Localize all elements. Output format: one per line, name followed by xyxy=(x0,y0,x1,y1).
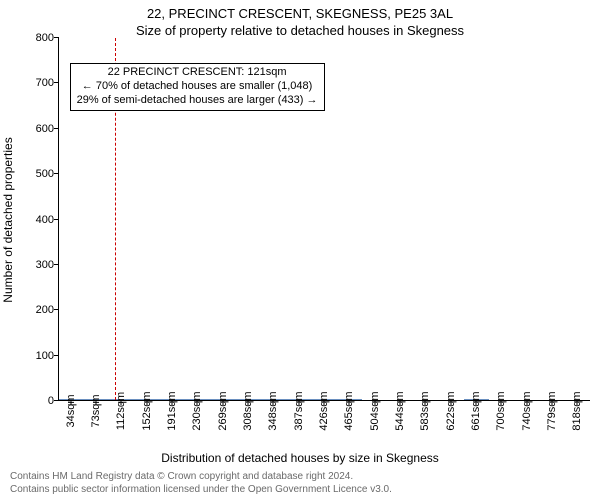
plot-area: 22 PRECINCT CRESCENT: 121sqm← 70% of det… xyxy=(58,38,590,401)
x-tick-label: 112sqm xyxy=(115,392,127,430)
x-tick-label: 426sqm xyxy=(318,391,330,430)
annotation-box: 22 PRECINCT CRESCENT: 121sqm← 70% of det… xyxy=(70,63,325,110)
x-tick-label: 191sqm xyxy=(166,391,178,430)
y-tick-label: 400 xyxy=(36,214,54,226)
x-tick-label: 583sqm xyxy=(419,391,431,430)
footer-line-2: Contains public sector information licen… xyxy=(10,484,590,497)
x-tick-label: 152sqm xyxy=(141,391,153,430)
x-tick-label: 740sqm xyxy=(521,391,533,430)
x-axis-label: Distribution of detached houses by size … xyxy=(10,451,590,465)
x-tick-label: 348sqm xyxy=(267,391,279,430)
x-axis-ticks: 34sqm73sqm112sqm152sqm191sqm230sqm269sqm… xyxy=(58,401,590,449)
x-tick-label: 504sqm xyxy=(369,391,381,430)
annotation-line: ← 70% of detached houses are smaller (1,… xyxy=(77,80,318,94)
y-tick-label: 500 xyxy=(36,168,54,180)
y-axis-ticks: 0100200300400500600700800 xyxy=(28,38,58,401)
x-tick-label: 308sqm xyxy=(242,391,254,430)
x-tick-label: 73sqm xyxy=(90,394,102,427)
x-tick-label: 818sqm xyxy=(571,391,583,430)
y-axis-label: Number of detached properties xyxy=(1,137,15,302)
x-tick-label: 34sqm xyxy=(65,394,77,427)
x-tick-label: 230sqm xyxy=(191,391,203,430)
x-tick-label: 387sqm xyxy=(293,391,305,430)
x-tick-label: 269sqm xyxy=(217,391,229,430)
x-tick-label: 622sqm xyxy=(445,391,457,430)
attribution-footer: Contains HM Land Registry data © Crown c… xyxy=(10,471,590,496)
x-tick-label: 661sqm xyxy=(470,391,482,430)
x-tick-label: 779sqm xyxy=(546,391,558,430)
y-tick-label: 800 xyxy=(36,32,54,44)
footer-line-1: Contains HM Land Registry data © Crown c… xyxy=(10,471,590,484)
x-tick-label: 465sqm xyxy=(343,391,355,430)
x-tick-label: 700sqm xyxy=(495,391,507,430)
y-tick-label: 200 xyxy=(36,304,54,316)
y-tick-label: 600 xyxy=(36,123,54,135)
title-address: 22, PRECINCT CRESCENT, SKEGNESS, PE25 3A… xyxy=(10,6,590,21)
y-tick-label: 0 xyxy=(48,395,54,407)
y-tick-label: 300 xyxy=(36,259,54,271)
annotation-line: 22 PRECINCT CRESCENT: 121sqm xyxy=(77,66,318,80)
x-tick-label: 544sqm xyxy=(394,391,406,430)
y-tick-label: 700 xyxy=(36,77,54,89)
chart-area: Number of detached properties 0100200300… xyxy=(10,38,590,401)
y-tick-label: 100 xyxy=(36,350,54,362)
chart-title-block: 22, PRECINCT CRESCENT, SKEGNESS, PE25 3A… xyxy=(10,6,590,38)
annotation-line: 29% of semi-detached houses are larger (… xyxy=(77,94,318,108)
title-subtitle: Size of property relative to detached ho… xyxy=(10,23,590,38)
